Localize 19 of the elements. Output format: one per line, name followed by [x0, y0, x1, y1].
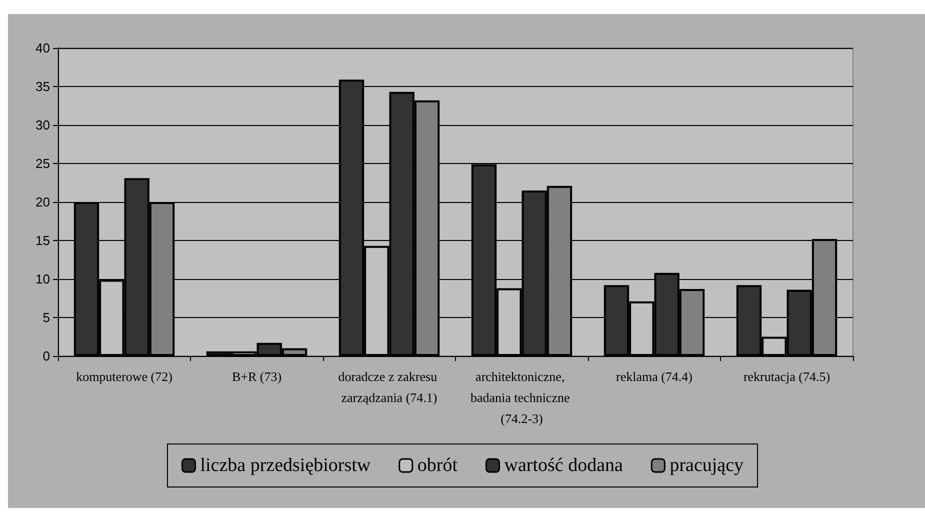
y-tick-label: 0 [42, 348, 50, 364]
x-tick-label: architektoniczne, badania techniczne (74.2-3) [470, 369, 573, 426]
y-tick-label: 15 [36, 233, 50, 248]
legend-label: wartość dodana [504, 455, 624, 476]
y-tick-label: 25 [36, 156, 50, 171]
y-tick-label: 40 [36, 40, 50, 56]
y-tick-label: 35 [36, 79, 50, 94]
x-tick-label: reklama (74.4) [616, 369, 693, 384]
y-tick-label: 5 [42, 310, 50, 325]
legend-label: pracujący [670, 455, 744, 476]
y-tick-label: 10 [36, 272, 50, 286]
x-tick-label: rekrutacja (74.5) [743, 369, 830, 384]
legend-label: liczba przedsiębiorstw [200, 455, 371, 476]
y-tick-label: 30 [36, 118, 50, 132]
x-tick-label: doradcze z zakresu zarządzania (74.1) [338, 369, 440, 405]
legend-label: obrót [417, 455, 458, 476]
y-tick-label: 20 [36, 194, 50, 210]
x-tick-label: B+R (73) [232, 369, 282, 384]
x-tick-label: komputerowe (72) [76, 369, 172, 384]
